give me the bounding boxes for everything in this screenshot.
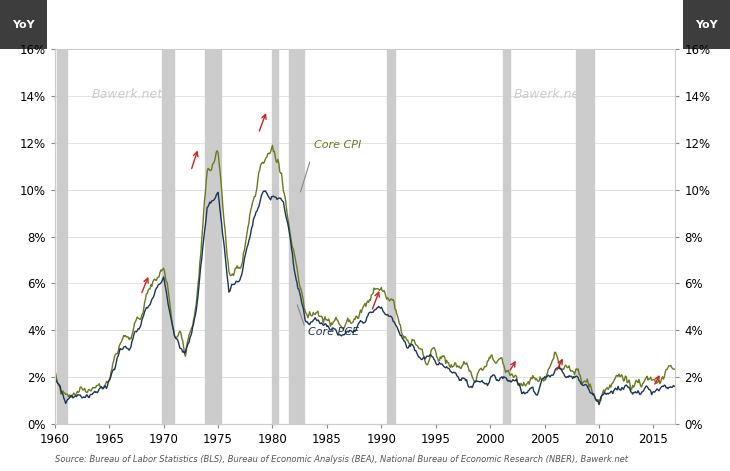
Text: Core CPI: Core CPI	[314, 140, 361, 150]
Bar	[503, 49, 510, 424]
Bar	[683, 0, 730, 49]
Text: YoY: YoY	[12, 20, 35, 30]
Bar	[205, 49, 220, 424]
Text: Bawerk.net: Bawerk.net	[514, 88, 585, 101]
Text: Source: Bureau of Labor Statistics (BLS), Bureau of Economic Analysis (BEA), Nat: Source: Bureau of Labor Statistics (BLS)…	[55, 455, 628, 463]
Text: Core PCE: Core PCE	[308, 327, 359, 337]
Bar	[272, 49, 278, 424]
Text: Annual change in "core" consumer price index (CPI and PCE): Annual change in "core" consumer price i…	[142, 17, 588, 32]
Bar	[0, 0, 47, 49]
Text: YoY: YoY	[695, 20, 718, 30]
Bar	[289, 49, 304, 424]
Text: Bawerk.net: Bawerk.net	[92, 88, 163, 101]
Bar	[387, 49, 395, 424]
Bar	[57, 49, 66, 424]
Bar	[577, 49, 593, 424]
Bar	[162, 49, 174, 424]
